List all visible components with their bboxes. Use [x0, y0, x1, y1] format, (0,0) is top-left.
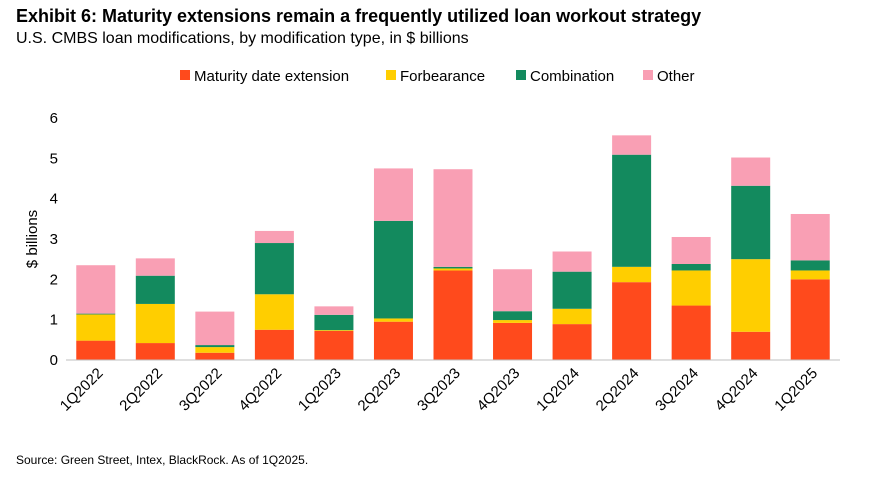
bar-1Q2025-combination	[790, 260, 830, 271]
bar-1Q2022-maturity-date-extension	[76, 340, 116, 360]
x-tick-label-9: 2Q2024	[593, 365, 643, 415]
x-tick-label-4: 1Q2023	[295, 365, 345, 415]
legend-swatch-2	[516, 70, 526, 80]
bar-1Q2022-combination	[76, 313, 116, 315]
legend-label-2: Combination	[530, 68, 614, 85]
bar-1Q2022-other	[76, 265, 116, 314]
stacked-bar-chart: Maturity date extension Forbearance Combin…	[24, 68, 840, 415]
bar-2Q2024-maturity-date-extension	[612, 282, 652, 360]
legend-label-1: Forbearance	[400, 68, 485, 85]
bar-2Q2023-maturity-date-extension	[373, 321, 413, 360]
bar-3Q2022-forbearance	[195, 347, 235, 353]
bar-1Q2025-forbearance	[790, 270, 830, 280]
bar-3Q2024-maturity-date-extension	[671, 305, 711, 360]
bar-4Q2022-maturity-date-extension	[254, 329, 294, 360]
bar-3Q2024-forbearance	[671, 270, 711, 306]
legend-swatch-3	[643, 70, 653, 80]
bar-4Q2022-forbearance	[254, 294, 294, 330]
legend-swatch-0	[180, 70, 190, 80]
bar-1Q2024-forbearance	[552, 308, 592, 325]
x-tick-label-3: 4Q2022	[235, 365, 285, 415]
bar-2Q2023-forbearance	[373, 318, 413, 322]
y-tick-label-1: 1	[50, 312, 58, 329]
x-tick-label-6: 3Q2023	[414, 365, 464, 415]
chart-title: Exhibit 6: Maturity extensions remain a …	[16, 6, 702, 26]
x-axis: 1Q2022 2Q2022 3Q2022 4Q2022 1Q2023 2Q2023 3Q20…	[57, 359, 840, 415]
chart-subtitle: U.S. CMBS loan modifications, by modific…	[16, 30, 469, 47]
bar-4Q2023-combination	[493, 311, 533, 321]
y-tick-label-3: 3	[50, 231, 58, 248]
legend-swatch-1	[386, 70, 396, 80]
bar-4Q2024-forbearance	[731, 259, 771, 332]
source-note: Source: Green Street, Intex, BlackRock. …	[16, 453, 309, 467]
bar-1Q2025-maturity-date-extension	[790, 279, 830, 360]
bar-2Q2022-forbearance	[135, 303, 175, 344]
bar-3Q2022-combination	[195, 345, 235, 348]
bar-4Q2023-forbearance	[493, 320, 533, 323]
bar-1Q2023-maturity-date-extension	[314, 330, 354, 360]
y-tick-label-4: 4	[50, 191, 58, 208]
legend-label-0: Maturity date extension	[194, 68, 349, 85]
x-tick-label-10: 3Q2024	[652, 365, 702, 415]
bar-1Q2024-combination	[552, 271, 592, 309]
bar-2Q2024-other	[612, 135, 652, 155]
x-tick-label-1: 2Q2022	[116, 365, 166, 415]
bar-2Q2023-combination	[373, 220, 413, 319]
bar-4Q2022-other	[254, 230, 294, 244]
bar-1Q2024-other	[552, 251, 592, 272]
bar-1Q2023-combination	[314, 314, 354, 331]
bar-4Q2024-other	[731, 157, 771, 186]
bar-3Q2022-maturity-date-extension	[195, 352, 235, 360]
bar-4Q2024-maturity-date-extension	[731, 331, 771, 360]
bar-3Q2023-forbearance	[433, 268, 473, 271]
bar-2Q2022-maturity-date-extension	[135, 343, 175, 360]
bar-3Q2023-other	[433, 169, 473, 267]
bar-3Q2024-other	[671, 236, 711, 265]
bars	[76, 135, 830, 360]
y-tick-label-5: 5	[50, 150, 58, 167]
bar-1Q2023-forbearance	[314, 330, 354, 331]
bar-2Q2022-other	[135, 258, 175, 276]
legend-label-3: Other	[657, 68, 695, 85]
x-tick-label-2: 3Q2022	[176, 365, 226, 415]
bar-4Q2023-other	[493, 269, 533, 312]
bar-2Q2024-combination	[612, 154, 652, 267]
bar-1Q2022-forbearance	[76, 314, 116, 341]
y-axis-label: $ billions	[24, 210, 41, 268]
bar-3Q2024-combination	[671, 264, 711, 271]
bar-1Q2025-other	[790, 213, 830, 261]
bar-2Q2024-forbearance	[612, 266, 652, 283]
y-tick-label-6: 6	[50, 110, 58, 127]
x-tick-label-7: 4Q2023	[474, 365, 524, 415]
bar-4Q2022-combination	[254, 243, 294, 295]
bar-4Q2023-maturity-date-extension	[493, 322, 533, 360]
bar-1Q2024-maturity-date-extension	[552, 324, 592, 360]
bar-2Q2023-other	[373, 168, 413, 221]
bar-2Q2022-combination	[135, 275, 175, 304]
bar-3Q2023-combination	[433, 266, 473, 269]
y-tick-label-0: 0	[50, 352, 58, 369]
x-tick-label-12: 1Q2025	[771, 365, 821, 415]
bar-3Q2023-maturity-date-extension	[433, 270, 473, 360]
y-tick-label-2: 2	[50, 271, 58, 288]
bar-3Q2022-other	[195, 311, 235, 346]
x-tick-label-0: 1Q2022	[57, 365, 107, 415]
bar-1Q2023-other	[314, 306, 354, 315]
y-axis: 0 1 2 3 4 5 6 $ billions	[24, 110, 58, 369]
x-tick-label-11: 4Q2024	[712, 365, 762, 415]
x-tick-label-8: 1Q2024	[533, 365, 583, 415]
bar-4Q2024-combination	[731, 185, 771, 260]
x-tick-label-5: 2Q2023	[355, 365, 405, 415]
legend: Maturity date extension Forbearance Combin…	[180, 68, 695, 85]
